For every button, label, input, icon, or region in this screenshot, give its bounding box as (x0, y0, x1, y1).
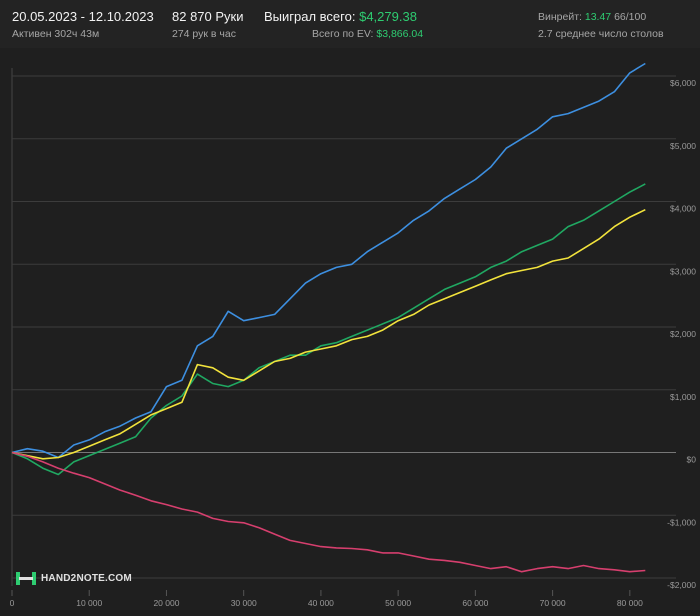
chart-grid (11, 68, 676, 586)
total-won-label: Выиграл всего: (264, 9, 356, 24)
y-tick-label: $0 (687, 455, 697, 465)
y-tick-label: $6,000 (670, 78, 696, 88)
stats-header: 20.05.2023 - 12.10.2023 Активен 302ч 43м… (0, 0, 700, 48)
x-tick-label: 0 (10, 598, 15, 608)
x-tick-label: 70 000 (540, 598, 566, 608)
winrate: Винрейт: 13.47 66/100 (538, 11, 646, 23)
winrate-sample: 66/100 (614, 11, 647, 23)
winrate-label: Винрейт: (538, 11, 582, 23)
total-ev-label: Всего по EV: (312, 28, 374, 40)
hand2note-logo-icon (16, 572, 36, 585)
x-tick-label: 60 000 (462, 598, 488, 608)
winrate-value: 13.47 (584, 11, 612, 23)
total-won: Выиграл всего: $4,279.38 (264, 9, 417, 24)
series-line-4 (11, 451, 646, 573)
series-line-2 (11, 183, 646, 476)
x-tick-label: 10 000 (76, 598, 102, 608)
x-tick-label: 20 000 (153, 598, 179, 608)
average-tables: 2.7 среднее число столов (538, 28, 664, 40)
x-tick-label: 50 000 (385, 598, 411, 608)
y-axis: -$2,000 -$1,000 $0 $1,000 $2,000 $3,000 $4,000… (667, 78, 696, 590)
total-ev-value: $3,866.04 (376, 28, 424, 40)
x-tick-label: 30 000 (231, 598, 257, 608)
date-range: 20.05.2023 - 12.10.2023 (12, 9, 154, 24)
y-tick-label: $1,000 (670, 392, 696, 402)
hands-per-hour: 274 рук в час (172, 28, 236, 40)
total-won-value: $4,279.38 (359, 9, 417, 24)
series-line-1 (11, 62, 646, 459)
hand2note-logo-text: HAND2NOTE.COM (41, 573, 132, 584)
total-ev: Всего по EV: $3,866.04 (312, 28, 423, 40)
hands-count: 82 870 Руки (172, 9, 244, 24)
series-line-3 (11, 208, 646, 460)
x-tick-label: 80 000 (617, 598, 643, 608)
hand2note-logo: HAND2NOTE.COM (16, 572, 132, 585)
y-tick-label: -$1,000 (667, 517, 696, 527)
y-tick-label: $2,000 (670, 329, 696, 339)
y-tick-label: $4,000 (670, 204, 696, 214)
profit-chart: 0 10 000 20 000 30 000 40 000 50 000 60 000 70 … (10, 62, 696, 608)
y-tick-label: -$2,000 (667, 580, 696, 590)
active-time: Активен 302ч 43м (12, 28, 100, 40)
y-tick-label: $3,000 (670, 266, 696, 276)
y-tick-label: $5,000 (670, 141, 696, 151)
x-tick-label: 40 000 (308, 598, 334, 608)
chart-lines (11, 62, 646, 573)
x-axis: 0 10 000 20 000 30 000 40 000 50 000 60 000 70 … (10, 590, 643, 608)
